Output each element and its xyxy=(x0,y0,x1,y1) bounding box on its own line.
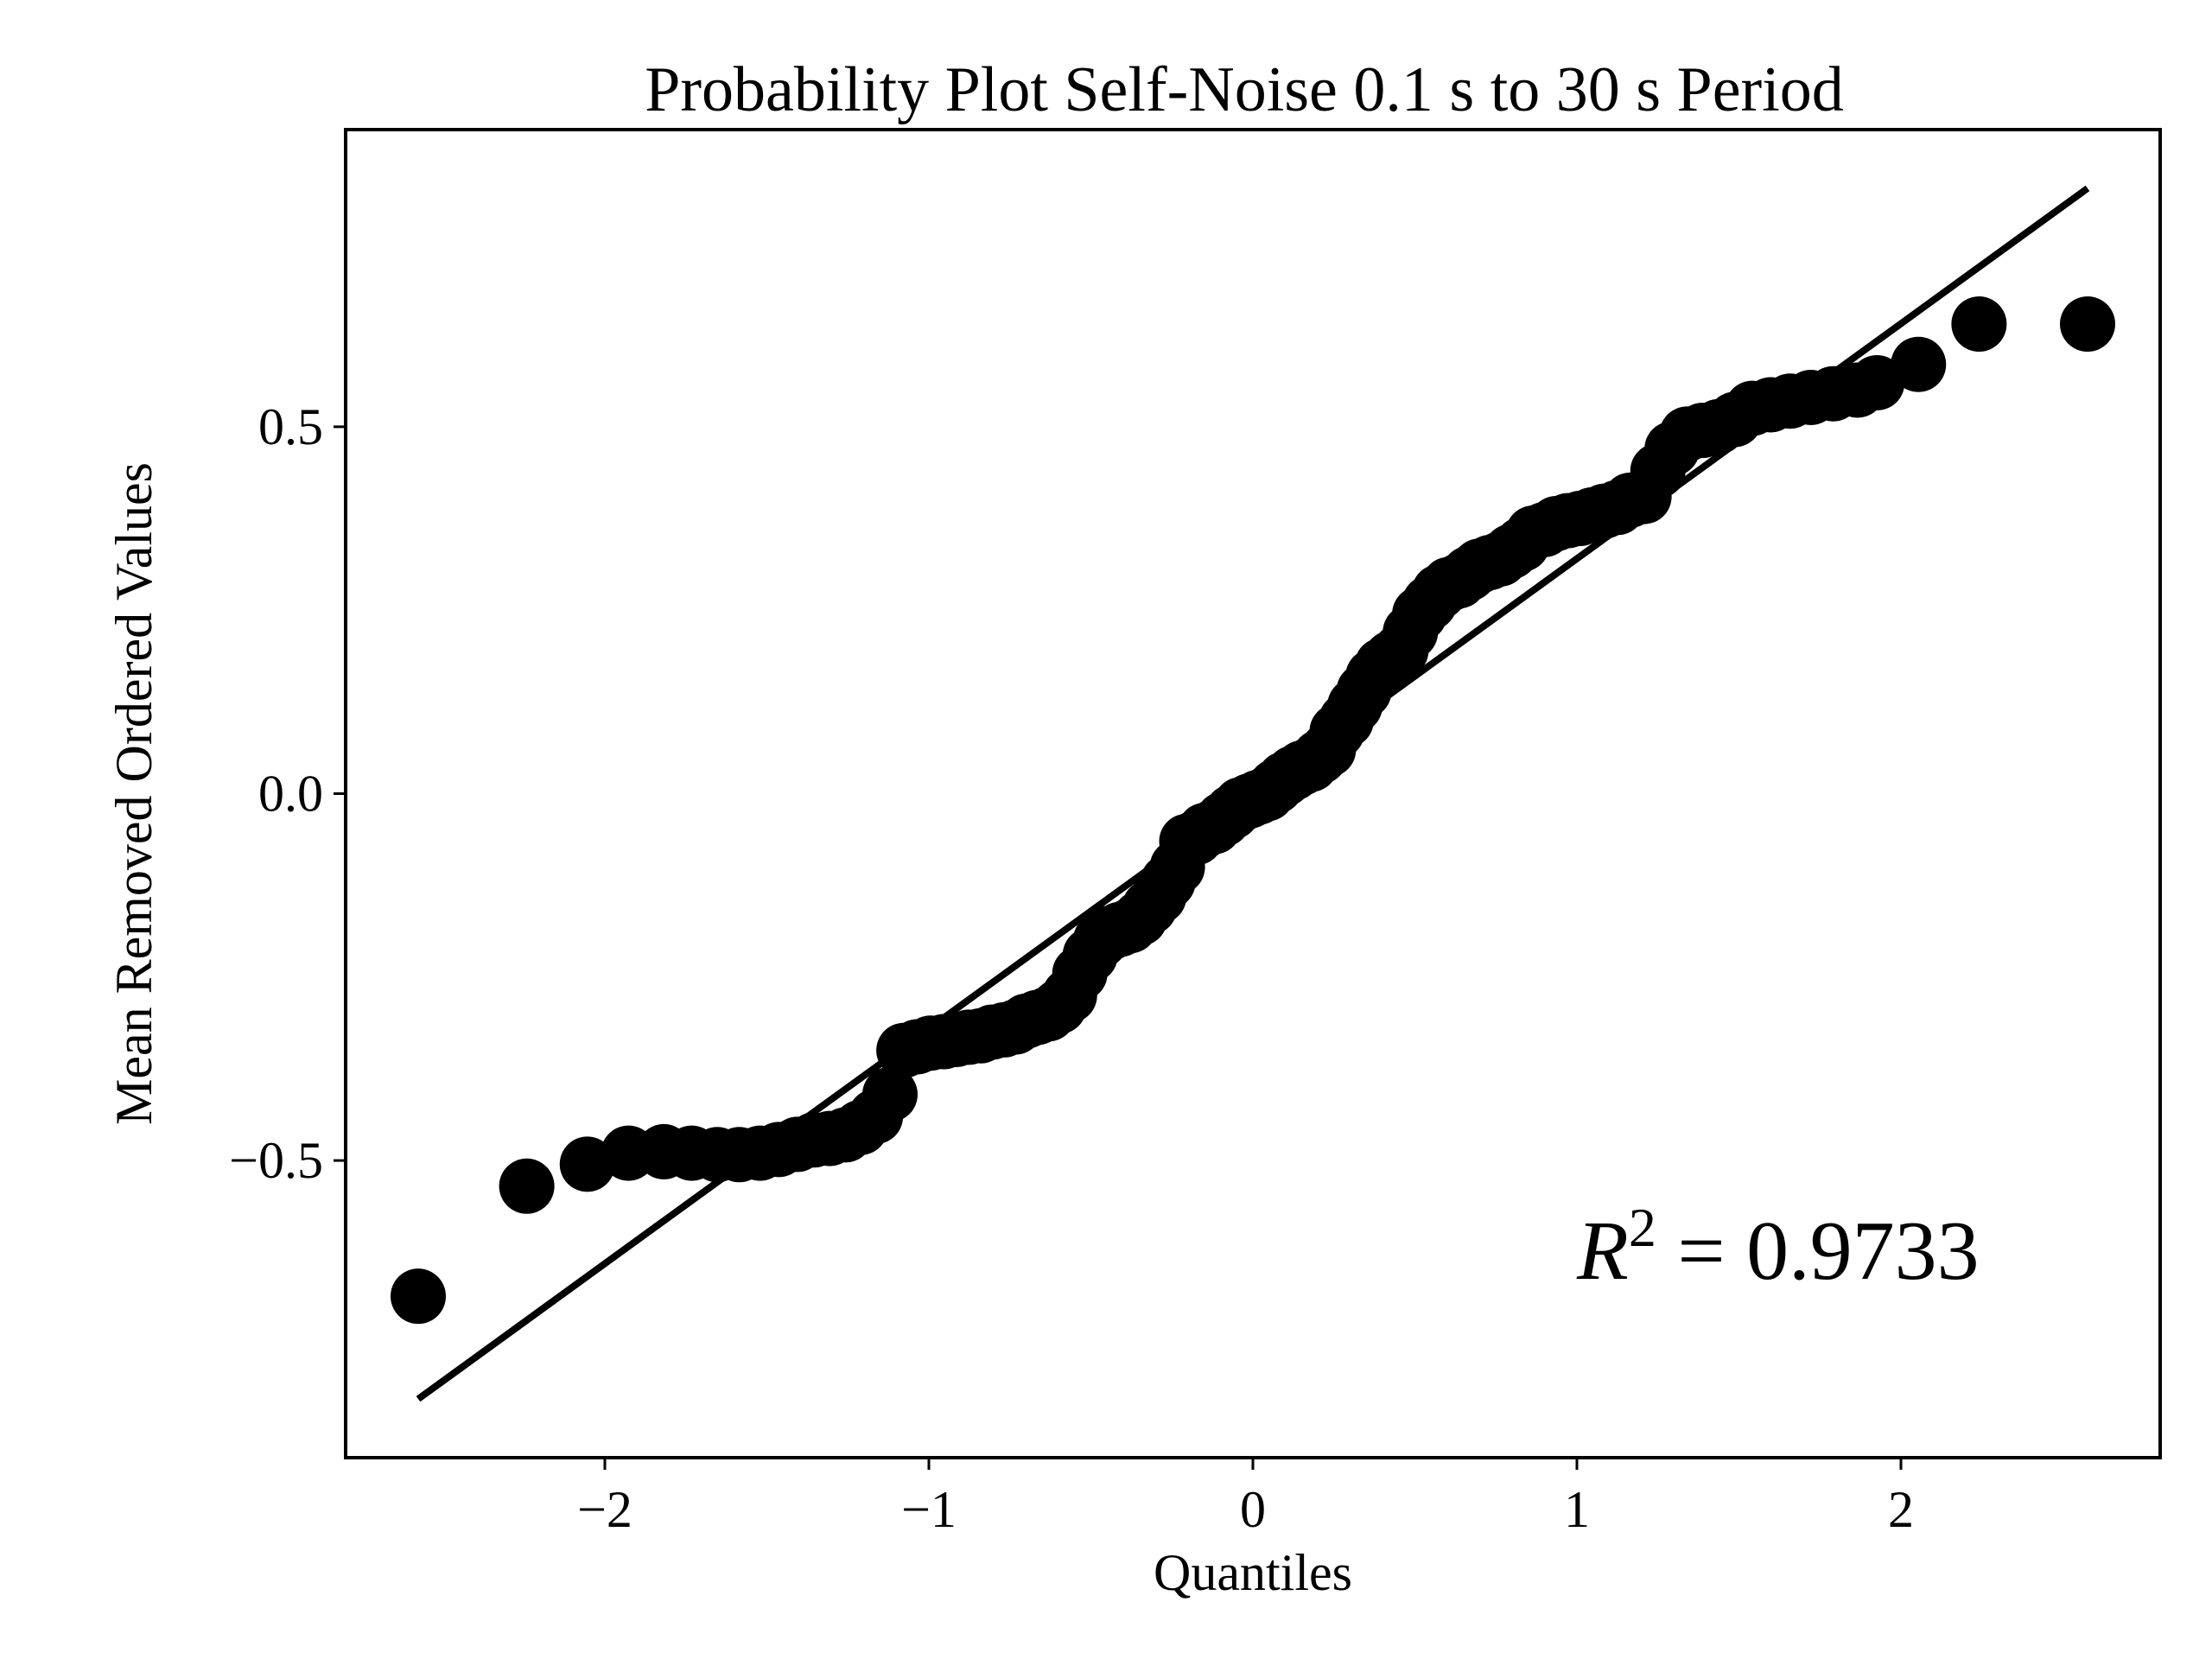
plot-marks xyxy=(391,185,2115,1402)
r-squared-exponent: 2 xyxy=(1629,1197,1656,1258)
data-point xyxy=(391,1268,446,1325)
y-tick-label: −0.5 xyxy=(229,1132,323,1189)
chart-title: Probability Plot Self-Noise 0.1 s to 30 … xyxy=(645,54,1844,125)
r-squared-symbol: R xyxy=(1576,1205,1629,1298)
data-point xyxy=(1891,336,1947,392)
axis-ticks: −2 −1 0 1 2 −0.5 0.0 0.5 xyxy=(229,398,1914,1538)
x-tick-label: 0 xyxy=(1240,1481,1266,1538)
x-tick-label: 2 xyxy=(1888,1481,1914,1538)
data-point xyxy=(499,1158,555,1214)
data-point xyxy=(2060,296,2115,353)
x-tick-label: 1 xyxy=(1564,1481,1590,1538)
data-point xyxy=(862,1066,918,1122)
y-axis-label: Mean Removed Ordered Values xyxy=(105,462,162,1125)
y-tick-label: 0.0 xyxy=(258,766,323,823)
r-squared-value: = 0.9733 xyxy=(1656,1205,1980,1298)
r-squared-annotation: R2 = 0.9733 xyxy=(1576,1197,1980,1298)
data-point xyxy=(1849,354,1905,410)
x-tick-label: −2 xyxy=(577,1481,632,1538)
y-tick-label: 0.5 xyxy=(258,398,323,455)
x-axis-label: Quantiles xyxy=(1154,1544,1352,1601)
x-tick-label: −1 xyxy=(901,1481,957,1538)
data-point xyxy=(1951,296,2007,353)
